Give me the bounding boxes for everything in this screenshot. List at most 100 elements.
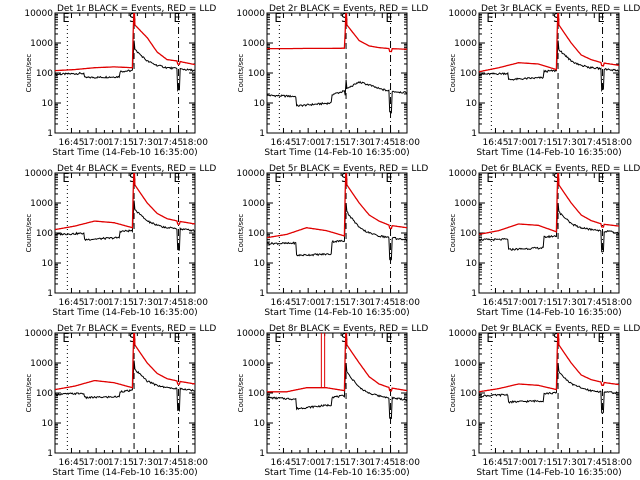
time-marker-label: E — [386, 11, 393, 25]
chart-panel-8: Det 8r BLACK = Events, RED = LLD 1 10 100 10… — [236, 324, 428, 478]
series-events-line — [55, 200, 195, 251]
y-tick-label: 1000 — [454, 199, 477, 209]
y-tick-label: 100 — [248, 229, 265, 239]
y-tick-label: 10000 — [448, 9, 477, 19]
y-tick-label: 10 — [42, 99, 54, 109]
time-marker-label: S — [553, 171, 560, 185]
time-marker-label: E — [486, 331, 493, 345]
x-tick-label: 17:30 — [557, 138, 583, 148]
y-tick-label: 1 — [471, 289, 477, 299]
x-tick-label: 17:15 — [532, 138, 558, 148]
x-tick-label: 18:00 — [394, 458, 420, 468]
time-marker-label: E — [274, 11, 281, 25]
series-events-line — [479, 362, 619, 414]
time-marker-label: E — [174, 331, 181, 345]
time-marker-label: S — [341, 171, 348, 185]
y-tick-label: 100 — [460, 229, 477, 239]
x-tick-label: 16:45 — [271, 138, 297, 148]
x-axis-label: Start Time (14-Feb-10 16:35:00) — [52, 148, 197, 158]
plot-area — [267, 173, 407, 261]
y-tick-label: 1000 — [242, 199, 265, 209]
plot-frame — [266, 172, 408, 294]
x-tick-label: 16:45 — [483, 298, 509, 308]
x-tick-label: 17:00 — [507, 298, 533, 308]
chart-title: Det 2r BLACK = Events, RED = LLD — [269, 4, 428, 14]
x-tick-label: 18:00 — [394, 298, 420, 308]
y-tick-label: 1 — [259, 129, 265, 139]
x-tick-label: 17:30 — [345, 458, 371, 468]
x-axis-label: Start Time (14-Feb-10 16:35:00) — [476, 468, 621, 478]
series-events-line — [267, 79, 407, 114]
time-marker-label: S — [341, 331, 348, 345]
y-tick-label: 10000 — [24, 169, 53, 179]
plot-frame — [54, 12, 196, 134]
x-tick-label: 17:45 — [581, 298, 607, 308]
series-lld-line — [55, 173, 195, 231]
time-marker-label: S — [341, 11, 348, 25]
x-tick-label: 18:00 — [394, 138, 420, 148]
y-tick-label: 10 — [254, 259, 266, 269]
series-lld-line — [267, 173, 407, 239]
chart-panel-6: Det 6r BLACK = Events, RED = LLD 1 10 100 10… — [448, 164, 640, 318]
x-tick-label: 17:45 — [157, 458, 183, 468]
x-tick-label: 17:30 — [345, 298, 371, 308]
y-tick-label: 10 — [42, 419, 54, 429]
series-lld-line — [479, 13, 619, 73]
x-tick-label: 17:15 — [108, 458, 134, 468]
chart-panel-9: Det 9r BLACK = Events, RED = LLD 1 10 100 10… — [448, 324, 640, 478]
y-tick-label: 1 — [259, 289, 265, 299]
y-tick-label: 100 — [248, 389, 265, 399]
y-tick-label: 100 — [460, 389, 477, 399]
x-axis-label: Start Time (14-Feb-10 16:35:00) — [476, 308, 621, 318]
y-tick-label: 1000 — [454, 359, 477, 369]
time-marker-label: E — [62, 171, 69, 185]
x-tick-label: 17:45 — [369, 298, 395, 308]
time-marker-label: S — [129, 11, 136, 25]
y-axis-label: Counts/sec — [449, 374, 457, 413]
y-tick-label: 1000 — [242, 359, 265, 369]
x-axis-label: Start Time (14-Feb-10 16:35:00) — [264, 148, 409, 158]
y-tick-label: 10000 — [24, 329, 53, 339]
y-tick-label: 10 — [42, 259, 54, 269]
time-marker-label: S — [553, 11, 560, 25]
y-tick-label: 1000 — [30, 359, 53, 369]
time-marker-label: S — [553, 331, 560, 345]
y-tick-label: 1 — [47, 289, 53, 299]
series-lld-line — [267, 333, 407, 393]
x-tick-label: 17:30 — [133, 138, 159, 148]
y-tick-label: 1000 — [30, 39, 53, 49]
chart-panel-3: Det 3r BLACK = Events, RED = LLD 1 10 100 10… — [448, 4, 640, 158]
y-axis-label: Counts/sec — [237, 214, 245, 253]
x-tick-label: 17:15 — [320, 138, 346, 148]
time-marker-label: E — [174, 171, 181, 185]
x-tick-label: 18:00 — [606, 138, 632, 148]
time-marker-label: E — [598, 331, 605, 345]
x-tick-label: 17:15 — [532, 458, 558, 468]
chart-title: Det 9r BLACK = Events, RED = LLD — [481, 324, 640, 334]
y-axis-label: Counts/sec — [449, 214, 457, 253]
time-marker-label: E — [62, 331, 69, 345]
chart-panel-2: Det 2r BLACK = Events, RED = LLD 1 10 100 10… — [236, 4, 428, 158]
plot-area — [55, 333, 195, 412]
time-marker-label: S — [129, 171, 136, 185]
x-tick-label: 17:45 — [581, 458, 607, 468]
x-tick-label: 17:00 — [507, 138, 533, 148]
time-marker-label: E — [486, 171, 493, 185]
time-marker-label: E — [274, 171, 281, 185]
x-tick-label: 18:00 — [606, 458, 632, 468]
y-tick-label: 10 — [466, 99, 478, 109]
plot-frame — [266, 12, 408, 134]
y-axis-label: Counts/sec — [237, 54, 245, 93]
x-tick-label: 17:30 — [557, 298, 583, 308]
y-tick-label: 1000 — [454, 39, 477, 49]
x-tick-label: 16:45 — [59, 298, 85, 308]
x-axis-label: Start Time (14-Feb-10 16:35:00) — [476, 148, 621, 158]
x-tick-label: 17:45 — [369, 138, 395, 148]
y-axis-label: Counts/sec — [25, 374, 33, 413]
chart-panel-4: Det 4r BLACK = Events, RED = LLD 1 10 100 10… — [24, 164, 216, 318]
plot-area — [267, 13, 407, 114]
x-tick-label: 17:30 — [557, 458, 583, 468]
plot-area — [479, 13, 619, 93]
series-events-line — [55, 40, 195, 92]
x-tick-label: 17:30 — [345, 138, 371, 148]
